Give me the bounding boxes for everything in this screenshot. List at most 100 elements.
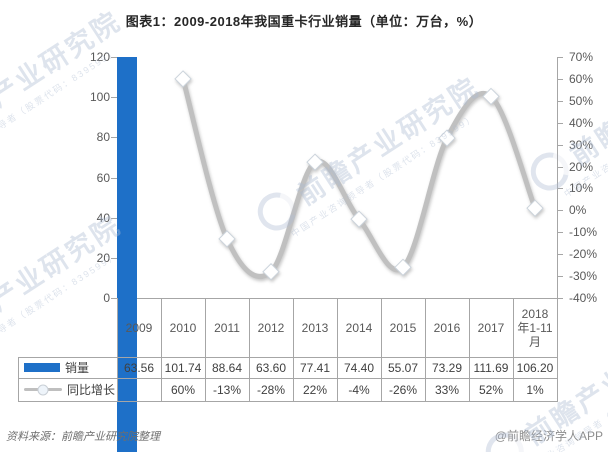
right-axis-tick-label: 40% <box>569 115 594 130</box>
table-row-divider <box>18 357 558 358</box>
chart-title: 图表1：2009-2018年我国重卡行业销量（单位：万台，%） <box>125 14 483 29</box>
category-label: 2012 <box>257 320 285 335</box>
sales-value-cell: 77.41 <box>299 361 331 375</box>
table-column-divider <box>381 298 382 401</box>
growth-value-cell <box>118 379 160 401</box>
table-left-border <box>18 357 19 401</box>
right-axis-tick-mark <box>557 100 563 102</box>
growth-value-cell: -4% <box>348 383 370 397</box>
right-axis-tick-label: 30% <box>569 137 594 152</box>
table-column-divider <box>425 298 426 401</box>
line-series <box>117 57 557 298</box>
left-axis-tick-mark <box>111 217 117 219</box>
growth-value-cell: 22% <box>302 383 328 397</box>
right-axis-tick-mark <box>557 232 563 234</box>
growth-legend-swatch <box>24 388 62 391</box>
sales-value-cell: 63.60 <box>255 361 287 375</box>
table-column-divider <box>205 298 206 401</box>
left-axis-tick-label: 80 <box>96 130 110 145</box>
right-axis-tick-mark <box>557 78 563 80</box>
table-column-divider <box>293 298 294 401</box>
category-label: 2018 年1-11 月 <box>517 306 553 349</box>
left-axis-tick-label: 40 <box>96 210 110 225</box>
sales-value-cell: 111.69 <box>473 361 509 375</box>
table-column-divider <box>513 298 514 401</box>
growth-marker <box>394 258 412 277</box>
growth-marker <box>262 263 280 281</box>
growth-value-cell: 33% <box>434 383 460 397</box>
right-axis-tick-label: -30% <box>569 269 598 284</box>
growth-marker <box>174 70 192 88</box>
growth-value-cell: 52% <box>478 383 504 397</box>
sales-bar <box>117 388 137 452</box>
table-column-divider <box>117 298 118 401</box>
source-note: 资料来源：前瞻产业研究院整理 <box>6 431 160 443</box>
right-axis-tick-mark <box>557 298 563 299</box>
category-label: 2016 <box>433 320 461 335</box>
right-axis-tick-label: 50% <box>569 93 594 108</box>
growth-marker <box>482 87 500 106</box>
left-axis-tick-mark <box>111 137 117 139</box>
sales-value-cell: 74.40 <box>343 361 375 375</box>
left-axis-tick-mark <box>111 257 117 259</box>
category-label: 2009 <box>125 320 153 335</box>
sales-value-cell: 88.64 <box>211 361 243 375</box>
growth-marker <box>438 129 456 147</box>
growth-value-cell: -13% <box>212 383 241 397</box>
sales-value-cell: 106.20 <box>516 361 554 375</box>
right-axis-tick-label: 10% <box>569 181 594 196</box>
table-column-divider <box>469 298 470 401</box>
growth-line <box>180 76 538 279</box>
growth-value-cell: -26% <box>388 383 417 397</box>
sales-value-cell: 55.07 <box>387 361 419 375</box>
right-axis-tick-mark <box>557 254 563 256</box>
left-axis-tick-label: 20 <box>96 250 110 265</box>
sales-value-cell: 73.29 <box>431 361 463 375</box>
growth-marker <box>526 199 544 217</box>
left-axis-tick-label: 120 <box>89 50 110 64</box>
growth-marker <box>350 210 368 228</box>
credit-tag: @前瞻经济学人APP <box>494 429 603 443</box>
right-axis-tick-mark <box>557 210 563 212</box>
growth-line-svg <box>174 70 544 281</box>
category-label: 2017 <box>477 320 505 335</box>
category-label: 2013 <box>301 320 329 335</box>
growth-value-cell: 60% <box>170 383 196 397</box>
right-axis-tick-mark <box>557 144 563 146</box>
right-axis-line <box>557 57 558 298</box>
sales-bar <box>117 57 137 185</box>
right-axis-tick-mark <box>557 188 563 190</box>
category-label: 2010 <box>169 320 197 335</box>
sales-bar <box>117 184 137 389</box>
right-axis-tick-label: 60% <box>569 71 594 86</box>
right-axis-tick-mark <box>557 57 563 58</box>
right-axis-tick-mark <box>557 166 563 168</box>
left-axis-tick-mark <box>111 57 117 58</box>
growth-legend-label: 同比增长 <box>67 383 116 397</box>
left-axis-tick-label: 60 <box>96 170 110 185</box>
right-axis-tick-label: 0% <box>569 203 587 218</box>
right-axis-tick-label: -20% <box>569 247 598 262</box>
right-axis-tick-mark <box>557 276 563 278</box>
watermark-row: 前瞻产业研究院 <box>0 204 128 376</box>
right-axis-tick-label: -10% <box>569 225 598 240</box>
category-label: 2014 <box>345 320 373 335</box>
sales-legend-swatch <box>24 363 60 372</box>
legend-item-growth: 同比增长 <box>19 379 121 400</box>
sales-value-cell: 101.74 <box>164 361 202 375</box>
table-column-divider <box>161 298 162 401</box>
table-row-divider <box>18 378 558 379</box>
sales-legend-label: 销量 <box>65 361 90 375</box>
right-axis-tick-mark <box>557 122 563 124</box>
right-axis-tick-label: -40% <box>569 291 598 305</box>
table-column-divider <box>337 298 338 401</box>
table-column-divider <box>557 298 558 401</box>
left-axis-tick-mark <box>111 298 117 299</box>
growth-value-cell: 1% <box>526 383 544 397</box>
left-axis-tick-label: 100 <box>89 90 110 105</box>
growth-marker <box>306 153 324 171</box>
table-row-divider <box>18 401 558 402</box>
growth-value-cell: -28% <box>256 383 285 397</box>
left-axis-tick-mark <box>111 97 117 99</box>
